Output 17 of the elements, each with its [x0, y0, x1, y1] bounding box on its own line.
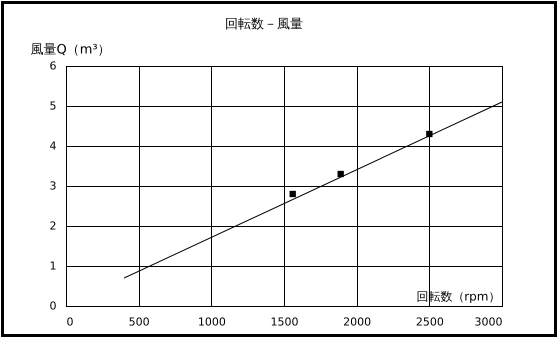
x-tick-label: 0 — [66, 316, 74, 328]
x-tick-label: 1000 — [198, 316, 226, 328]
y-tick-label: 4 — [50, 140, 56, 152]
y-tick-label: 0 — [50, 300, 56, 312]
y-axis-title: 風量Q（m³） — [30, 42, 111, 58]
x-tick-label: 1500 — [270, 316, 298, 328]
x-tick-label: 2500 — [416, 316, 444, 328]
chart-title: 回転数－風量 — [225, 17, 303, 32]
x-tick-label: 2000 — [343, 316, 372, 328]
x-tick-label: 3000 — [474, 316, 502, 328]
y-tick-label: 5 — [50, 100, 56, 112]
y-tick-label: 2 — [50, 220, 56, 232]
point — [290, 190, 296, 198]
y-tick-label: 1 — [50, 260, 56, 272]
y-tick-label: 6 — [50, 60, 56, 72]
x-tick-label: 500 — [128, 316, 150, 328]
y-tick-label: 3 — [50, 180, 56, 192]
